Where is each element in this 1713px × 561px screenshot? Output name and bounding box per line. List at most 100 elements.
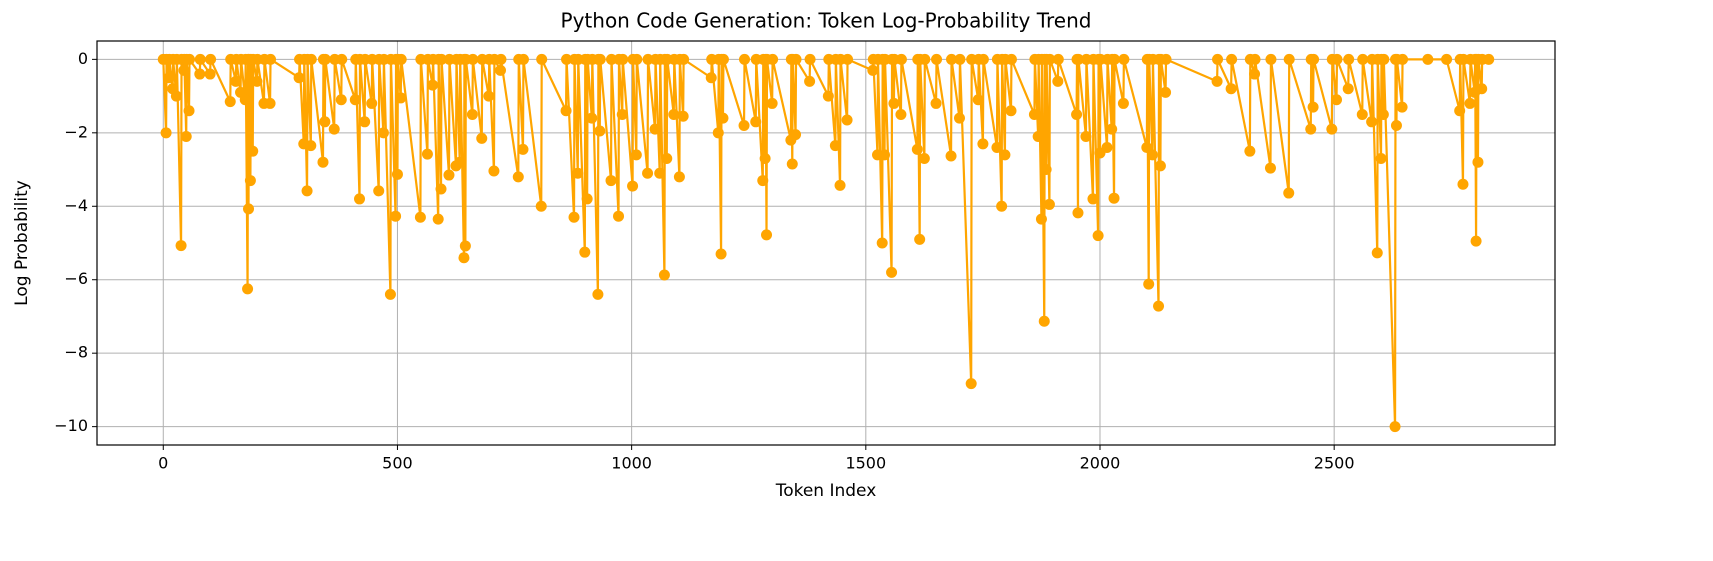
data-point <box>230 75 242 87</box>
data-point <box>1357 53 1369 65</box>
data-point <box>305 140 317 152</box>
data-point <box>1225 83 1237 95</box>
chart-title: Python Code Generation: Token Log-Probab… <box>561 9 1092 33</box>
data-point <box>930 97 942 109</box>
data-point <box>301 185 313 197</box>
data-point <box>1052 53 1064 65</box>
data-point <box>459 240 471 252</box>
data-point <box>1356 108 1368 120</box>
data-point <box>1032 130 1044 142</box>
data-point <box>911 143 923 155</box>
data-point <box>965 378 977 390</box>
data-point <box>1040 164 1052 176</box>
ticks: 0 500 1000 1500 2000 2500 −10 −8 −6 −4 −2 0 <box>54 49 1354 473</box>
data-point <box>592 288 604 300</box>
data-point <box>560 105 572 117</box>
data-point <box>170 90 182 102</box>
data-point <box>761 229 773 241</box>
data-point <box>977 138 989 150</box>
data-point <box>627 180 639 192</box>
data-point <box>1072 207 1084 219</box>
data-point <box>194 68 206 80</box>
data-point <box>919 53 931 65</box>
data-point <box>1005 53 1017 65</box>
y-tick-label: 0 <box>78 49 88 68</box>
data-point <box>1397 53 1409 65</box>
data-point <box>1307 101 1319 113</box>
data-point <box>1422 53 1434 65</box>
data-point <box>1092 230 1104 242</box>
data-point <box>804 53 816 65</box>
data-point <box>1117 97 1129 109</box>
y-tick-label: −8 <box>64 343 88 362</box>
x-tick-label: 1500 <box>845 454 886 473</box>
data-point <box>1005 105 1017 117</box>
data-point <box>1087 193 1099 205</box>
data-point <box>373 185 385 197</box>
data-point <box>1028 108 1040 120</box>
x-axis-label: Token Index <box>775 481 877 501</box>
data-point <box>631 53 643 65</box>
data-point <box>1377 108 1389 120</box>
data-point <box>443 169 455 181</box>
data-point <box>581 193 593 205</box>
data-point <box>673 171 685 183</box>
data-point <box>579 246 591 258</box>
data-point <box>390 210 402 222</box>
data-point <box>178 64 190 76</box>
y-tick-label: −2 <box>64 122 88 141</box>
data-point <box>349 94 361 106</box>
data-point <box>494 64 506 76</box>
data-point <box>1308 53 1320 65</box>
data-point <box>336 53 348 65</box>
data-point <box>377 127 389 139</box>
data-point <box>395 53 407 65</box>
data-point <box>738 119 750 131</box>
data-point <box>517 143 529 155</box>
data-point <box>888 97 900 109</box>
data-point <box>739 53 751 65</box>
data-point <box>160 127 172 139</box>
data-point <box>757 175 769 187</box>
data-point <box>1265 53 1277 65</box>
data-point <box>953 112 965 124</box>
data-point <box>194 53 206 65</box>
data-point <box>1331 53 1343 65</box>
data-point <box>841 114 853 126</box>
x-tick-label: 0 <box>158 454 168 473</box>
data-point <box>1326 123 1338 135</box>
data-point <box>715 248 727 260</box>
data-point <box>384 288 396 300</box>
data-point <box>1080 130 1092 142</box>
y-tick-label: −4 <box>64 196 88 215</box>
data-point <box>991 142 1003 154</box>
data-point <box>205 53 217 65</box>
data-point <box>842 53 854 65</box>
data-point <box>293 72 305 84</box>
x-tick-label: 500 <box>382 454 413 473</box>
data-point <box>224 96 236 108</box>
data-point <box>617 53 629 65</box>
data-point <box>954 53 966 65</box>
data-point <box>432 213 444 225</box>
data-point <box>1244 145 1256 157</box>
data-point <box>586 112 598 124</box>
data-point <box>1106 123 1118 135</box>
data-point <box>1108 192 1120 204</box>
data-point <box>495 53 507 65</box>
data-point <box>175 240 187 252</box>
data-point <box>568 211 580 223</box>
data-point <box>184 53 196 65</box>
data-point <box>421 148 433 160</box>
data-point <box>1153 300 1165 312</box>
data-point <box>239 94 251 106</box>
x-tick-label: 1000 <box>611 454 652 473</box>
data-point <box>204 68 216 80</box>
data-point <box>427 79 439 91</box>
data-point <box>1143 278 1155 290</box>
data-point <box>1160 86 1172 98</box>
data-point <box>535 200 547 212</box>
data-point <box>661 153 673 165</box>
data-point <box>1378 53 1390 65</box>
